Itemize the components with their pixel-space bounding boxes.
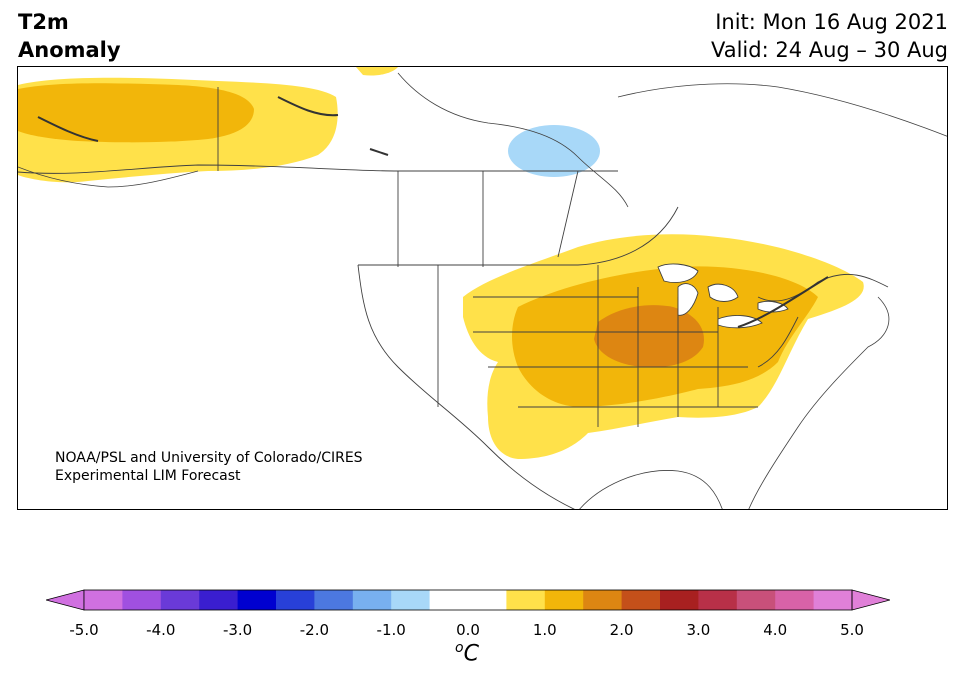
colorbar-unit: oC [455,640,479,666]
anomaly-region-arctic-small [356,67,398,76]
colorbar-tick-label: 2.0 [609,621,634,639]
colorbar-tick-label: 4.0 [763,621,788,639]
colorbar-segment [506,590,546,610]
map-title: T2m Anomaly [18,8,121,64]
colorbar-segment [429,590,469,610]
colorbar-tick-label: 0.0 [456,621,480,639]
colorbar-segment [391,590,431,610]
coastlines [18,72,947,509]
anomaly-map [17,66,948,510]
colorbar-tick-label: -2.0 [299,621,330,639]
colorbar-segment [660,590,699,610]
colorbar-tick-label: 5.0 [840,621,864,639]
colorbar-segment [352,590,392,610]
anomaly-region-hudson-cool [508,125,600,177]
colorbar-segment [698,590,738,610]
credit-line-2: Experimental LIM Forecast [55,468,241,484]
colorbar-segment [314,590,354,610]
colorbar-tick-label: 1.0 [532,621,557,639]
colorbar-segment [544,590,584,610]
colorbar [46,589,890,611]
unit-superscript: o [455,640,464,656]
map-credit: NOAA/PSL and University of Colorado/CIRE… [55,449,363,485]
title-line-2: Anomaly [18,38,121,62]
colorbar-tick-label: -4.0 [146,621,176,639]
colorbar-segment [122,590,162,610]
map-canvas [18,67,947,509]
colorbar-border [83,589,853,611]
credit-line-1: NOAA/PSL and University of Colorado/CIRE… [55,450,363,466]
colorbar-segment [468,590,507,610]
colorbar-tick-label: -5.0 [69,621,99,639]
colorbar-segment [84,590,123,610]
colorbar-tick-label: -1.0 [376,621,406,639]
colorbar-segment [199,590,239,610]
title-line-1: T2m [18,10,69,34]
rivers [37,96,829,328]
lakes [657,263,789,329]
init-date: Init: Mon 16 Aug 2021 [715,10,948,34]
anomaly-region-us-dark [594,305,704,368]
colorbar-segment [736,590,776,610]
anomaly-region-alaska-mid [18,83,254,143]
colorbar-tick-label: 3.0 [686,621,711,639]
valid-range: Valid: 24 Aug – 30 Aug [710,38,948,62]
colorbar-segment [583,590,623,610]
colorbar-segment [775,590,815,610]
colorbar-segment [813,590,853,610]
forecast-dates: Init: Mon 16 Aug 2021 Valid: 24 Aug – 30… [711,8,948,64]
colorbar-segment [621,590,661,610]
colorbar-overflow-arrow [851,589,890,611]
colorbar-tick-label: -3.0 [222,621,253,639]
colorbar-segment [237,590,277,610]
unit-base: C [463,641,479,667]
colorbar-segment [276,590,315,610]
colorbar-underflow-arrow [46,589,85,611]
colorbar-segment [160,590,200,610]
